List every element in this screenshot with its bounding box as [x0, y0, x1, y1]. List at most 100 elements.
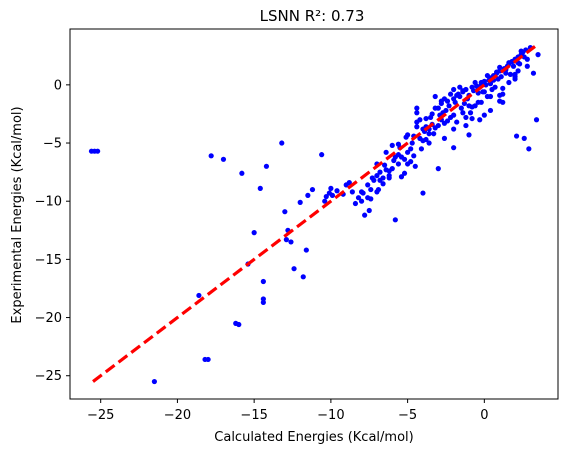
data-point — [506, 79, 512, 86]
data-point — [513, 133, 520, 139]
x-tick-label: −25 — [87, 408, 114, 423]
data-point — [458, 105, 464, 111]
data-point — [423, 115, 429, 122]
data-point — [220, 156, 227, 162]
reference-line-layer — [92, 45, 536, 383]
data-point — [466, 132, 472, 138]
data-point — [451, 145, 457, 151]
data-point — [322, 198, 328, 204]
data-point — [377, 177, 383, 183]
data-point — [323, 193, 329, 200]
data-point — [494, 69, 500, 75]
data-point — [381, 162, 388, 168]
data-point — [196, 292, 202, 299]
data-point — [386, 168, 392, 174]
data-point — [472, 79, 478, 86]
data-point — [208, 153, 214, 159]
y-tick-label: −15 — [35, 253, 62, 268]
data-point — [346, 179, 352, 186]
data-point — [507, 71, 514, 77]
data-point — [417, 117, 423, 123]
data-point — [463, 114, 469, 121]
data-point — [368, 186, 374, 193]
data-point — [380, 181, 386, 187]
data-point — [239, 170, 245, 176]
data-point — [260, 278, 266, 285]
data-point — [395, 161, 401, 167]
data-point — [205, 356, 211, 363]
data-point — [305, 192, 311, 198]
x-tick-label: −20 — [164, 408, 191, 423]
data-point — [426, 131, 432, 137]
data-point — [481, 112, 487, 118]
data-point — [303, 247, 309, 253]
data-point — [447, 91, 454, 97]
data-point — [500, 85, 506, 91]
data-point — [362, 212, 368, 218]
y-tick-label: −25 — [35, 369, 62, 384]
data-point — [418, 146, 425, 152]
data-point — [260, 299, 266, 306]
data-point — [297, 199, 303, 205]
data-point — [521, 54, 527, 60]
data-point — [251, 230, 257, 236]
data-point — [506, 60, 512, 66]
x-tick-label: 0 — [480, 408, 488, 423]
data-point — [521, 135, 527, 141]
data-point — [484, 72, 491, 79]
data-point — [446, 103, 452, 109]
data-point — [401, 170, 408, 176]
data-point — [414, 124, 420, 130]
data-point — [512, 76, 518, 82]
data-point — [411, 153, 417, 159]
y-tick-label: −20 — [35, 311, 62, 326]
data-point — [349, 189, 355, 195]
data-point — [358, 189, 365, 195]
data-point — [368, 196, 374, 202]
data-point — [441, 135, 448, 141]
data-point — [460, 88, 466, 94]
data-point — [420, 190, 426, 196]
data-point — [392, 217, 398, 223]
data-point — [414, 105, 420, 111]
data-point — [454, 92, 460, 98]
x-axis-ticks: −25 −20 −15 −10 −5 0 — [87, 399, 488, 423]
data-point — [451, 126, 457, 132]
data-point — [95, 148, 101, 154]
data-point — [461, 100, 467, 107]
data-point — [328, 185, 334, 191]
data-point — [431, 131, 437, 137]
data-point — [463, 122, 469, 129]
data-point — [405, 132, 411, 138]
data-point — [497, 64, 503, 70]
data-point — [432, 93, 438, 100]
y-tick-label: 0 — [54, 78, 62, 93]
data-point — [409, 140, 415, 146]
data-point — [478, 99, 484, 105]
data-point — [309, 186, 316, 193]
x-axis-label: Calculated Energies (Kcal/mol) — [214, 430, 413, 445]
data-point — [492, 84, 498, 90]
data-point — [454, 119, 460, 125]
y-tick-label: −5 — [43, 137, 62, 152]
x-tick-label: −5 — [398, 408, 417, 423]
data-point — [405, 149, 411, 155]
data-point — [426, 140, 432, 146]
data-point — [389, 142, 395, 148]
data-point — [383, 149, 389, 155]
data-point — [469, 104, 475, 110]
data-point — [282, 209, 288, 215]
data-point — [374, 189, 380, 195]
data-point — [441, 120, 448, 126]
data-point — [497, 92, 503, 98]
data-point — [487, 93, 494, 100]
data-point — [398, 174, 405, 180]
data-point — [533, 117, 540, 123]
data-point — [334, 188, 340, 194]
data-point — [291, 266, 297, 272]
plot-frame — [69, 28, 559, 400]
data-point — [283, 237, 289, 243]
data-point — [487, 107, 494, 114]
chart-title: LSNN R²: 0.73 — [260, 7, 365, 25]
